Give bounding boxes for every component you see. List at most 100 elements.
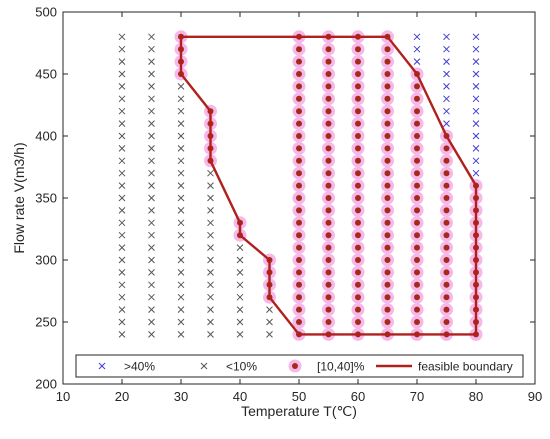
dot-marker	[296, 46, 302, 53]
y-tick-label: 200	[35, 377, 57, 392]
legend-item: <10%	[200, 360, 257, 374]
x-marker	[118, 219, 126, 227]
dot-marker	[296, 319, 302, 325]
x-marker	[177, 269, 185, 276]
x-tick-label: 80	[469, 389, 483, 404]
x-marker	[207, 281, 214, 289]
dot-marker	[355, 95, 361, 102]
x-marker	[177, 207, 185, 214]
data-markers	[118, 33, 480, 338]
dot-marker	[384, 207, 391, 214]
dot-marker	[384, 306, 391, 313]
dot-marker	[325, 46, 332, 53]
x-marker	[177, 318, 185, 326]
x-marker	[148, 45, 155, 53]
x-marker	[443, 107, 450, 115]
x-marker	[148, 219, 155, 227]
legend-x-marker	[200, 362, 208, 370]
x-tick-label: 70	[410, 389, 424, 404]
dot-marker	[443, 244, 450, 251]
dot-marker	[296, 294, 302, 301]
dot-marker	[355, 281, 361, 288]
legend: >40% <10% [10,40]% feasible boundary	[75, 354, 524, 378]
x-marker	[118, 207, 126, 214]
x-marker	[472, 58, 480, 65]
dot-marker	[443, 281, 450, 288]
dot-marker	[325, 244, 332, 251]
x-marker	[177, 331, 185, 338]
x-marker	[148, 256, 155, 264]
dot-marker	[414, 294, 420, 301]
dot-marker	[355, 294, 361, 301]
dot-marker	[384, 319, 391, 325]
dot-marker	[384, 281, 391, 288]
x-marker	[472, 169, 480, 177]
x-marker	[148, 145, 155, 152]
dot-marker	[384, 219, 391, 226]
feasible-boundary-line	[179, 35, 478, 336]
dot-marker	[296, 71, 302, 77]
dot-marker	[296, 182, 302, 189]
x-marker	[148, 331, 155, 338]
dot-marker	[414, 219, 420, 226]
x-marker	[118, 182, 126, 189]
dot-marker	[325, 108, 332, 115]
dot-marker	[384, 294, 391, 301]
x-marker	[118, 95, 126, 103]
x-marker	[118, 281, 126, 289]
x-marker	[177, 107, 185, 115]
dot-marker	[296, 170, 302, 177]
dot-marker	[414, 244, 420, 251]
x-marker	[118, 132, 126, 140]
x-marker	[118, 256, 126, 264]
dot-marker	[296, 207, 302, 214]
dot-marker	[355, 58, 361, 65]
x-marker	[148, 194, 155, 202]
legend-label: <10%	[226, 360, 257, 374]
dot-marker	[414, 195, 420, 201]
x-marker	[177, 293, 185, 301]
x-marker	[443, 120, 450, 127]
x-marker	[118, 194, 126, 202]
dot-marker	[414, 319, 420, 325]
dot-marker	[443, 157, 450, 164]
x-marker	[118, 45, 126, 53]
x-tick-label: 10	[56, 389, 70, 404]
x-marker	[118, 318, 126, 326]
x-tick-label: 40	[233, 389, 247, 404]
dot-marker	[325, 232, 332, 239]
x-marker	[266, 306, 273, 313]
dot-marker	[414, 83, 420, 90]
dot-marker	[296, 281, 302, 288]
dot-marker	[443, 319, 450, 325]
dot-marker	[296, 95, 302, 102]
x-marker	[148, 318, 155, 326]
x-marker	[148, 169, 155, 177]
x-marker	[177, 182, 185, 189]
x-marker	[472, 95, 480, 103]
dot-marker	[325, 195, 332, 201]
dot-marker	[325, 71, 332, 77]
dot-marker	[296, 219, 302, 226]
x-marker	[177, 306, 185, 313]
x-marker	[443, 83, 450, 90]
dot-marker	[296, 269, 302, 276]
x-marker	[207, 256, 214, 264]
dot-marker	[355, 157, 361, 164]
dot-marker	[325, 319, 332, 325]
x-marker	[177, 256, 185, 264]
dot-marker	[355, 244, 361, 251]
dot-marker	[355, 108, 361, 115]
x-marker	[148, 33, 155, 41]
x-marker	[118, 269, 126, 276]
x-tick-label: 50	[292, 389, 306, 404]
dot-marker	[384, 145, 391, 152]
dot-marker	[414, 120, 420, 127]
dot-marker	[414, 257, 420, 263]
dot-marker	[325, 120, 332, 127]
x-marker	[177, 120, 185, 127]
x-axis-label: Temperature T(℃)	[241, 403, 357, 419]
x-marker	[118, 306, 126, 313]
dot-marker	[355, 319, 361, 325]
x-marker	[236, 331, 244, 338]
